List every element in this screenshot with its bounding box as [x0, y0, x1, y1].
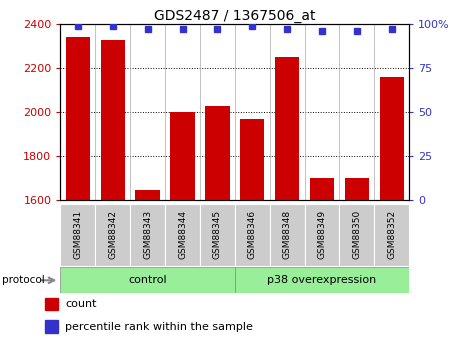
Text: GSM88352: GSM88352 — [387, 210, 396, 259]
Bar — [305, 204, 339, 266]
Bar — [275, 57, 299, 200]
Bar — [240, 119, 265, 200]
Text: GSM88342: GSM88342 — [108, 210, 117, 259]
Text: GSM88341: GSM88341 — [73, 210, 82, 259]
Text: count: count — [65, 299, 97, 309]
Bar — [345, 178, 369, 200]
Bar — [60, 267, 235, 293]
Bar — [339, 204, 374, 266]
Text: GSM88350: GSM88350 — [352, 210, 361, 259]
Bar — [270, 204, 305, 266]
Bar — [374, 204, 409, 266]
Bar — [235, 204, 270, 266]
Title: GDS2487 / 1367506_at: GDS2487 / 1367506_at — [154, 9, 316, 23]
Text: GSM88344: GSM88344 — [178, 210, 187, 259]
Text: GSM88346: GSM88346 — [248, 210, 257, 259]
Bar — [170, 112, 195, 200]
Bar — [100, 40, 125, 200]
Bar — [165, 204, 200, 266]
Bar — [235, 267, 409, 293]
Bar — [95, 204, 130, 266]
Text: GSM88345: GSM88345 — [213, 210, 222, 259]
Bar — [66, 37, 90, 200]
Text: GSM88348: GSM88348 — [283, 210, 292, 259]
Bar — [135, 190, 160, 200]
Bar — [130, 204, 165, 266]
Bar — [379, 77, 404, 200]
Text: control: control — [128, 275, 167, 285]
Text: p38 overexpression: p38 overexpression — [267, 275, 377, 285]
Bar — [200, 204, 235, 266]
Bar — [60, 204, 95, 266]
Text: percentile rank within the sample: percentile rank within the sample — [65, 322, 253, 332]
Bar — [45, 298, 58, 310]
Text: GSM88349: GSM88349 — [318, 210, 326, 259]
Text: GSM88343: GSM88343 — [143, 210, 152, 259]
Bar — [310, 178, 334, 200]
Text: protocol: protocol — [2, 275, 45, 285]
Bar — [205, 106, 230, 200]
Bar — [45, 320, 58, 333]
